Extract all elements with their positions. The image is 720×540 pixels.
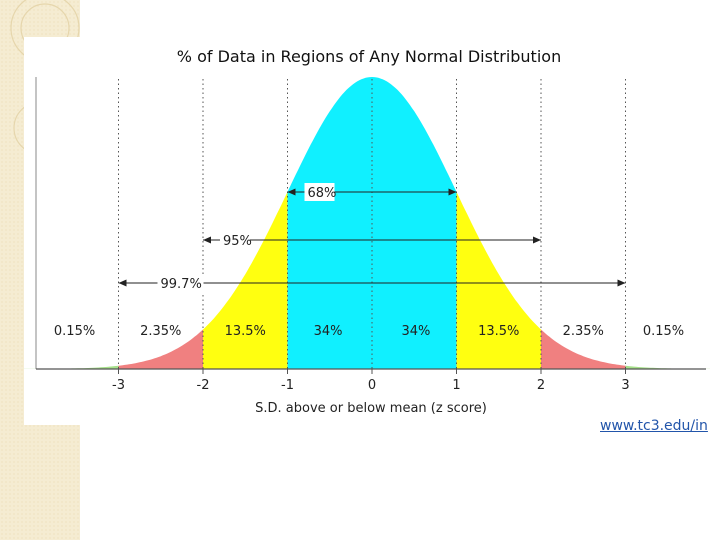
range-label-1: 95% (223, 234, 252, 249)
x-tick-label-6: 3 (621, 378, 629, 393)
range-arrow-left-2 (118, 279, 127, 287)
region-7 (625, 365, 710, 369)
region-0 (24, 365, 119, 369)
region-4 (372, 77, 457, 369)
range-arrow-right-0 (448, 188, 457, 196)
range-label-bg-2 (157, 274, 204, 292)
axis-layer: -3 -2 -1 0 1 2 3 (36, 368, 706, 393)
region-percent-label-5: 13.5% (478, 324, 519, 339)
region-percent-label-4: 34% (401, 324, 430, 339)
x-axis-label: S.D. above or below mean (z score) (255, 401, 487, 416)
chart-panel: -3 -2 -1 0 1 2 3 68% 95% 99.7% 0.15% 2.35% 13.5% 34… (24, 37, 714, 425)
region-3 (287, 77, 372, 369)
range-label-2: 99.7% (161, 277, 202, 292)
range-arrow-left-1 (203, 236, 211, 244)
region-percent-label-2: 13.5% (225, 324, 266, 339)
x-tick-label-2: -1 (281, 378, 294, 393)
region-percent-label-3: 34% (314, 324, 343, 339)
region-5 (456, 191, 541, 369)
region-percent-label-6: 2.35% (563, 324, 604, 339)
labels-layer: 0.15% 2.35% 13.5% 34% 34% 13.5% 2.35% 0.15% (54, 324, 684, 339)
gridlines-layer (35, 77, 626, 369)
range-arrow-right-1 (533, 236, 541, 244)
region-2 (203, 191, 288, 369)
regions-layer (24, 77, 710, 369)
x-tick-label-5: 2 (537, 378, 545, 393)
region-6 (541, 329, 626, 369)
region-1 (118, 329, 203, 369)
ranges-layer: 68% 95% 99.7% (118, 183, 626, 292)
range-label-0: 68% (308, 186, 337, 201)
x-tick-label-0: -3 (112, 378, 125, 393)
region-percent-label-7: 0.15% (643, 324, 684, 339)
normal-distribution-chart: -3 -2 -1 0 1 2 3 68% 95% 99.7% 0.15% 2.35% 13.5% 34… (24, 47, 710, 416)
region-percent-label-0: 0.15% (54, 324, 95, 339)
range-arrow-left-0 (287, 188, 296, 196)
source-link[interactable]: www.tc3.edu/in (600, 418, 708, 434)
range-label-bg-1 (220, 231, 250, 249)
region-percent-label-1: 2.35% (140, 324, 181, 339)
range-arrow-right-2 (617, 279, 626, 287)
x-tick-label-4: 1 (452, 378, 460, 393)
x-tick-label-3: 0 (368, 378, 376, 393)
chart-title: % of Data in Regions of Any Normal Distr… (177, 47, 561, 66)
range-label-bg-0 (304, 183, 335, 201)
x-tick-label-1: -2 (197, 378, 210, 393)
